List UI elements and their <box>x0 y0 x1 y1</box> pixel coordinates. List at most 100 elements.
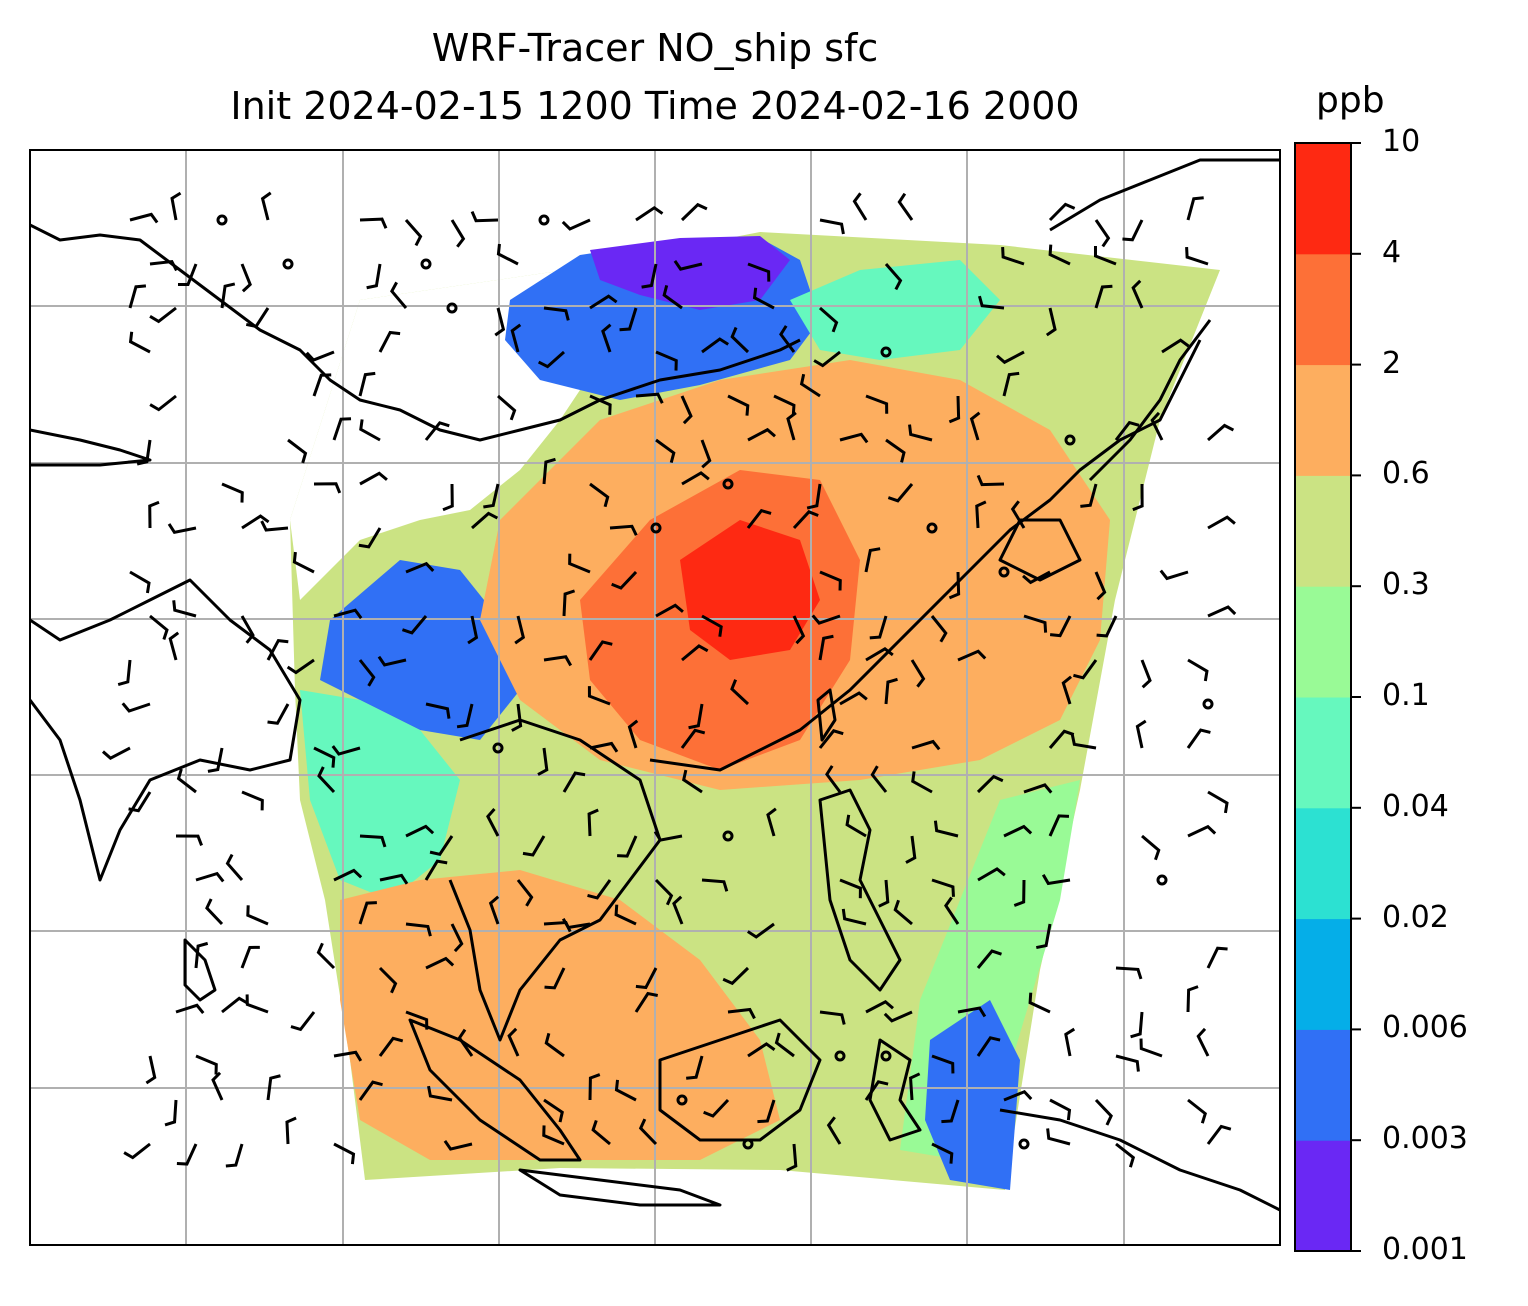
colorbar <box>1295 142 1361 1252</box>
calm-circle <box>492 742 504 754</box>
wind-barb <box>969 411 981 441</box>
wind-barb <box>1135 719 1147 749</box>
wind-barb <box>175 1003 205 1014</box>
wind-barb <box>172 600 197 618</box>
colorbar-segment <box>1295 918 1351 1030</box>
colorbar-tick-label: 0.3 <box>1382 567 1430 603</box>
wind-barb <box>1196 1027 1210 1057</box>
wind-barb <box>225 853 244 881</box>
wind-barb <box>680 202 708 222</box>
wind-barb <box>379 873 409 885</box>
calm-circle <box>1156 874 1168 886</box>
colorbar-tick-label: 0.006 <box>1382 1010 1468 1046</box>
wind-barb <box>225 1143 244 1168</box>
wind-barb <box>1132 483 1144 512</box>
wind-barb <box>424 859 448 881</box>
wind-barb <box>792 615 806 645</box>
wind-barb <box>194 941 209 969</box>
wind-barb <box>359 834 387 848</box>
wind-barb <box>587 686 611 706</box>
wind-barb <box>1061 675 1073 705</box>
wind-barb <box>1115 1054 1140 1072</box>
wind-barb <box>1048 729 1075 749</box>
wind-barb <box>359 419 381 442</box>
wind-barb <box>405 1010 429 1030</box>
wind-barb <box>1206 1124 1232 1145</box>
calm-circle <box>282 258 294 270</box>
wind-barb <box>221 996 249 1014</box>
calm-circles <box>216 214 1214 1150</box>
wind-barb <box>1048 202 1076 222</box>
wind-barb <box>488 895 500 925</box>
wind-barb <box>806 483 822 510</box>
wind-barb <box>976 774 1004 794</box>
wind-barb <box>792 510 819 530</box>
wind-barb <box>930 615 948 643</box>
wind-barb <box>773 394 796 416</box>
wind-barb <box>865 394 889 414</box>
wind-barb <box>1003 824 1033 838</box>
wind-barb <box>496 243 519 266</box>
wind-barb <box>260 520 289 532</box>
wind-barb <box>826 1116 842 1145</box>
calm-circle <box>1064 434 1076 446</box>
colorbar-segment <box>1295 364 1351 476</box>
wind-barbs <box>101 191 1237 1172</box>
wind-barb <box>425 702 451 719</box>
wind-barb <box>544 967 566 990</box>
wind-barb <box>747 262 771 282</box>
colorbar-tick-label: 0.1 <box>1382 678 1430 713</box>
wind-barb <box>1001 246 1025 266</box>
map-area <box>30 150 1280 1245</box>
wind-barb <box>128 284 147 309</box>
wind-barb <box>722 966 750 986</box>
wind-barb <box>483 483 500 509</box>
wind-barb <box>390 281 408 309</box>
wind-barb <box>211 1071 224 1101</box>
colorbar-segment <box>1295 807 1351 920</box>
wind-barb <box>286 658 315 675</box>
wind-barb <box>870 765 888 793</box>
wind-barb <box>467 615 479 645</box>
wind-barb <box>260 191 272 221</box>
wind-barb <box>358 371 376 397</box>
tracer-field-purple-north <box>590 236 790 310</box>
wind-barb <box>168 631 180 661</box>
wind-barb <box>727 1007 756 1020</box>
wind-barb <box>145 1055 157 1085</box>
wind-barb <box>884 263 903 291</box>
wind-barb <box>1159 569 1189 581</box>
wind-barb <box>494 307 506 337</box>
wind-barb <box>121 702 151 713</box>
wind-barb <box>207 747 224 773</box>
colorbar-tick-label: 4 <box>1382 234 1402 270</box>
wind-barb <box>839 432 869 444</box>
wind-barb <box>1115 1142 1136 1168</box>
wind-barb <box>655 350 678 371</box>
wind-barb <box>1023 614 1048 633</box>
wind-barb <box>786 1143 798 1172</box>
wind-barb <box>241 790 264 811</box>
wind-barb <box>1207 515 1236 530</box>
wind-barb <box>544 1032 565 1058</box>
wind-barb <box>164 1099 178 1127</box>
wind-barb <box>786 411 797 441</box>
calm-circle <box>650 522 662 534</box>
colorbar-tick-label: 0.04 <box>1382 788 1449 824</box>
wind-barb <box>635 967 658 990</box>
wind-barb <box>543 655 573 667</box>
wind-barb <box>241 514 270 530</box>
wind-barb <box>1003 1089 1033 1102</box>
colorbar-segment <box>1295 143 1351 255</box>
wind-barb <box>358 527 382 549</box>
wind-barb <box>510 323 522 353</box>
calm-circle <box>998 566 1010 578</box>
coastline-china-east <box>649 339 1202 772</box>
wind-barb <box>1036 923 1052 950</box>
wind-barb <box>128 791 152 813</box>
wind-barb <box>401 615 428 635</box>
coastline-java <box>518 1168 722 1207</box>
wind-barb <box>976 1036 1001 1057</box>
colorbar-segment <box>1295 253 1351 366</box>
wind-barb <box>617 835 638 858</box>
